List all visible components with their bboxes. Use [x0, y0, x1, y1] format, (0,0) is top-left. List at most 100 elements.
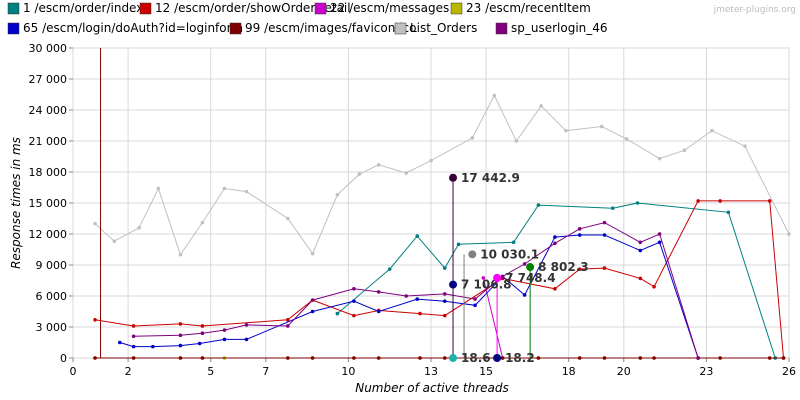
- data-point: [456, 242, 461, 247]
- data-point: [178, 356, 183, 360]
- data-point: [657, 232, 662, 236]
- data-point: [635, 201, 640, 205]
- data-point: [638, 276, 643, 281]
- data-point: [286, 216, 290, 221]
- data-point: [200, 324, 205, 328]
- data-point: [352, 356, 356, 360]
- data-point: [696, 199, 700, 203]
- data-point: [178, 252, 183, 257]
- data-point: [118, 340, 122, 345]
- data-point: [286, 324, 290, 328]
- data-point: [387, 267, 392, 271]
- data-point: [536, 203, 541, 207]
- annotation-marker: [526, 263, 535, 272]
- annotation-marker: [449, 354, 458, 362]
- annotation-marker: [449, 173, 458, 182]
- y-tick-label: 3 000: [36, 321, 68, 334]
- x-tick-label: 7: [262, 365, 269, 378]
- data-point: [352, 286, 356, 291]
- x-tick-label: 10: [341, 365, 355, 378]
- legend-label-list-orders: List_Orders: [410, 21, 477, 35]
- annotation-marker: [449, 280, 458, 289]
- data-point: [131, 344, 136, 349]
- series-layer: [93, 93, 791, 360]
- data-point: [657, 240, 662, 245]
- data-point: [500, 274, 505, 279]
- legend-swatch-22-escm-messages: [314, 2, 327, 15]
- data-point: [726, 210, 731, 215]
- data-point: [536, 356, 541, 360]
- legend-swatch-23-escm-recentitem: [450, 2, 463, 15]
- data-point: [638, 240, 643, 245]
- series-line: [482, 277, 504, 359]
- watermark: jmeter-plugins.org: [713, 5, 796, 15]
- data-point: [131, 334, 136, 339]
- data-point: [624, 137, 629, 141]
- legend-swatch-65-escm-login-doauth-id-loginform: [7, 22, 20, 35]
- annotation-label: 8 802.3: [538, 260, 588, 274]
- data-point: [718, 199, 722, 203]
- data-point: [112, 239, 117, 244]
- data-point: [564, 128, 568, 133]
- annotation-marker: [493, 354, 502, 362]
- data-point: [335, 311, 340, 316]
- data-point: [151, 344, 155, 349]
- data-point: [442, 356, 447, 360]
- data-point: [415, 234, 420, 238]
- data-point: [442, 313, 447, 318]
- data-point: [244, 323, 249, 327]
- data-point: [222, 328, 227, 332]
- data-point: [470, 136, 475, 140]
- legend-label-99-escm-images-favicon-ico: 99 /escm/images/favicon.ico: [245, 21, 416, 35]
- y-tick-label: 24 000: [29, 104, 68, 117]
- data-point: [638, 248, 643, 253]
- data-point: [244, 189, 249, 194]
- data-point: [539, 104, 543, 108]
- data-point: [222, 337, 227, 342]
- series-65-escm-login-doauth-id-loginform: [118, 233, 700, 360]
- legend-swatch-99-escm-images-favicon-ico: [229, 22, 242, 35]
- legend-swatch-sp-userlogin-46: [495, 22, 508, 35]
- data-point: [197, 341, 202, 346]
- data-point: [473, 303, 477, 308]
- data-point: [404, 171, 409, 175]
- data-point: [610, 206, 615, 210]
- data-point: [652, 284, 656, 289]
- series-list-orders: [93, 93, 791, 257]
- x-tick-label: 0: [70, 365, 77, 378]
- data-point: [492, 93, 497, 98]
- legend-label-23-escm-recentitem: 23 /escm/recentItem: [466, 1, 591, 15]
- data-point: [652, 356, 656, 360]
- data-point: [244, 337, 249, 342]
- data-point: [418, 311, 422, 316]
- data-point: [781, 356, 786, 360]
- data-point: [310, 298, 315, 302]
- annotation-marker: [468, 250, 477, 259]
- data-point: [310, 356, 315, 360]
- data-point: [522, 262, 527, 266]
- y-axis-title: Response times in ms: [9, 137, 23, 269]
- data-point: [352, 313, 356, 318]
- data-point: [178, 343, 183, 348]
- data-point: [178, 322, 183, 326]
- series-sp-userlogin-46: [131, 220, 700, 360]
- data-point: [335, 192, 340, 197]
- data-point: [404, 294, 409, 298]
- x-tick-label: 15: [479, 365, 493, 378]
- data-point: [93, 221, 97, 226]
- legend-swatch-list-orders: [394, 22, 407, 35]
- y-tick-label: 12 000: [29, 228, 68, 241]
- x-tick-label: 20: [617, 365, 631, 378]
- y-tick-label: 15 000: [29, 197, 68, 210]
- data-point: [442, 299, 447, 303]
- data-point: [200, 220, 205, 225]
- legend-label-sp-userlogin-46: sp_userlogin_46: [511, 21, 608, 35]
- data-point: [442, 266, 447, 270]
- data-point: [429, 158, 433, 163]
- data-point: [553, 286, 557, 291]
- data-point: [657, 156, 662, 161]
- legend-swatch-1-escm-order-index: [7, 2, 20, 15]
- data-point: [286, 317, 290, 322]
- data-point: [131, 324, 136, 328]
- legend-label-12-escm-order-showorderdetail: 12 /escm/order/showOrderDetail: [155, 1, 351, 15]
